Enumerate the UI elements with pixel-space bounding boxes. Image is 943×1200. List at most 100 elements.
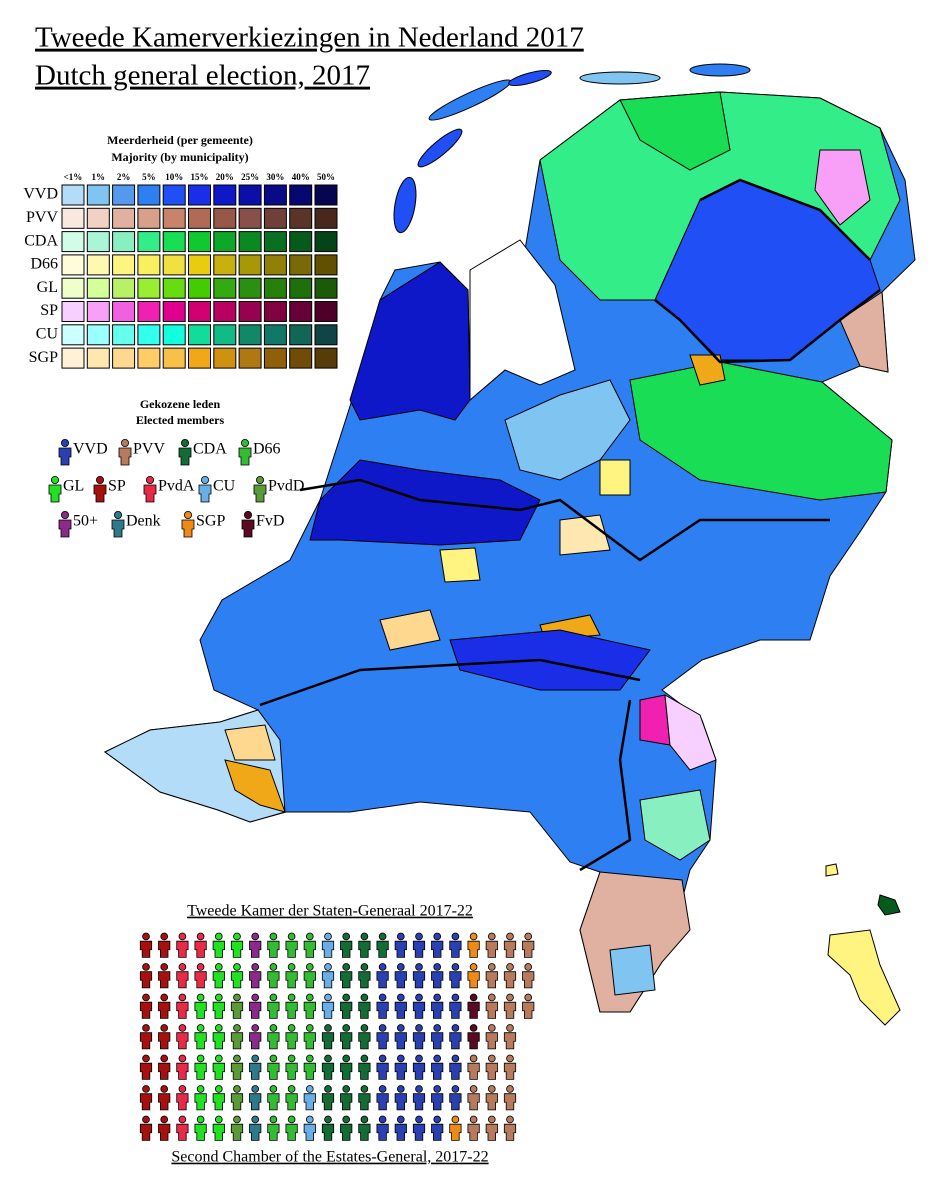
region [224,759,286,813]
icon-head [178,1085,187,1093]
legend-swatch [61,184,85,206]
icon-body [376,1062,389,1080]
seat [449,932,462,958]
icon-body [340,940,353,958]
seat [503,1085,517,1111]
legend-swatch [289,324,313,346]
icon-head [324,1085,332,1093]
icon-head [160,1024,169,1032]
province-border [299,478,830,562]
icon-body [321,1123,335,1141]
icon-head [396,1085,405,1093]
legend-swatch [263,324,287,346]
icon-head [415,1024,423,1032]
seat [503,993,517,1019]
title: Tweede Kamerverkiezingen in Nederland 20… [35,22,584,54]
icon-head [506,932,514,941]
icon-body [143,484,157,503]
island [579,71,661,85]
legend-swatch [238,207,262,229]
icon-head [96,475,105,484]
seat [303,993,316,1019]
party-label: SGP [29,349,58,366]
icon-head [196,1024,205,1032]
party-label: PVV [26,209,58,226]
seat [285,993,298,1019]
icon-head [233,1054,241,1063]
island [417,128,463,168]
seat [176,1024,189,1050]
legend-title: Meerderheid (per gemeente) [107,133,253,147]
icon-body [139,1093,153,1111]
legend-swatch [137,184,161,206]
seat [467,1054,480,1080]
icon-body [340,971,353,989]
icon-body [340,1001,353,1019]
seat [340,1085,353,1111]
icon-head [433,932,442,941]
icon-head [196,932,205,941]
icon-body [249,971,262,989]
seat [249,1024,262,1050]
legend-swatch [112,207,136,229]
party-label: D66 [30,256,58,273]
seat [212,1024,225,1050]
icon-body [198,484,212,503]
icon-body [230,971,244,989]
icon-head [342,1054,351,1063]
legend-swatch [263,207,287,229]
icon-head [269,1024,278,1032]
level-label: 2% [117,172,131,182]
icon-body [431,1001,444,1019]
icon-body [467,1093,480,1111]
level-label: <1% [64,172,83,182]
seat [176,1085,189,1111]
icon-body [285,1001,298,1019]
icon-head [324,1115,332,1124]
icon-body [412,1001,426,1019]
icon-head [269,963,278,971]
legend-swatch [238,347,262,369]
icon-head [415,1054,423,1063]
seat [321,1024,335,1050]
icon-head [160,993,169,1002]
icon-body [253,484,267,503]
seat [321,932,335,958]
party-name: SGP [196,513,225,530]
seat [230,932,244,958]
seat [394,1024,407,1050]
region [814,149,871,226]
icon-head [243,510,252,519]
seat [158,1024,171,1050]
party-name: Denk [126,513,161,530]
icon-body [449,1032,462,1050]
icon-head [142,1085,150,1093]
icon-head [487,1085,496,1093]
legend-swatch [61,231,85,253]
icon-head [469,1085,478,1093]
legend-swatch [263,184,287,206]
icon-head [469,993,478,1002]
legend-swatch [112,324,136,346]
icon-body [194,1123,207,1141]
seat [394,1085,407,1111]
icon-body [267,1093,280,1111]
icon-head [451,932,460,941]
seat [303,1024,316,1050]
icon-head [142,932,150,941]
icon-body [285,1062,298,1080]
icon-head [506,993,514,1002]
seat [230,1024,244,1050]
icon-head [142,1115,150,1124]
icon-body [321,940,335,958]
seat [431,963,444,989]
icon-head [178,932,187,941]
seat [485,1024,498,1050]
icon-body [358,940,371,958]
legend-swatch [263,347,287,369]
icon-head [142,1054,150,1063]
icon-body [194,1001,207,1019]
icon-head [251,963,260,971]
icon-head [287,993,296,1002]
level-label: 10% [165,172,183,182]
